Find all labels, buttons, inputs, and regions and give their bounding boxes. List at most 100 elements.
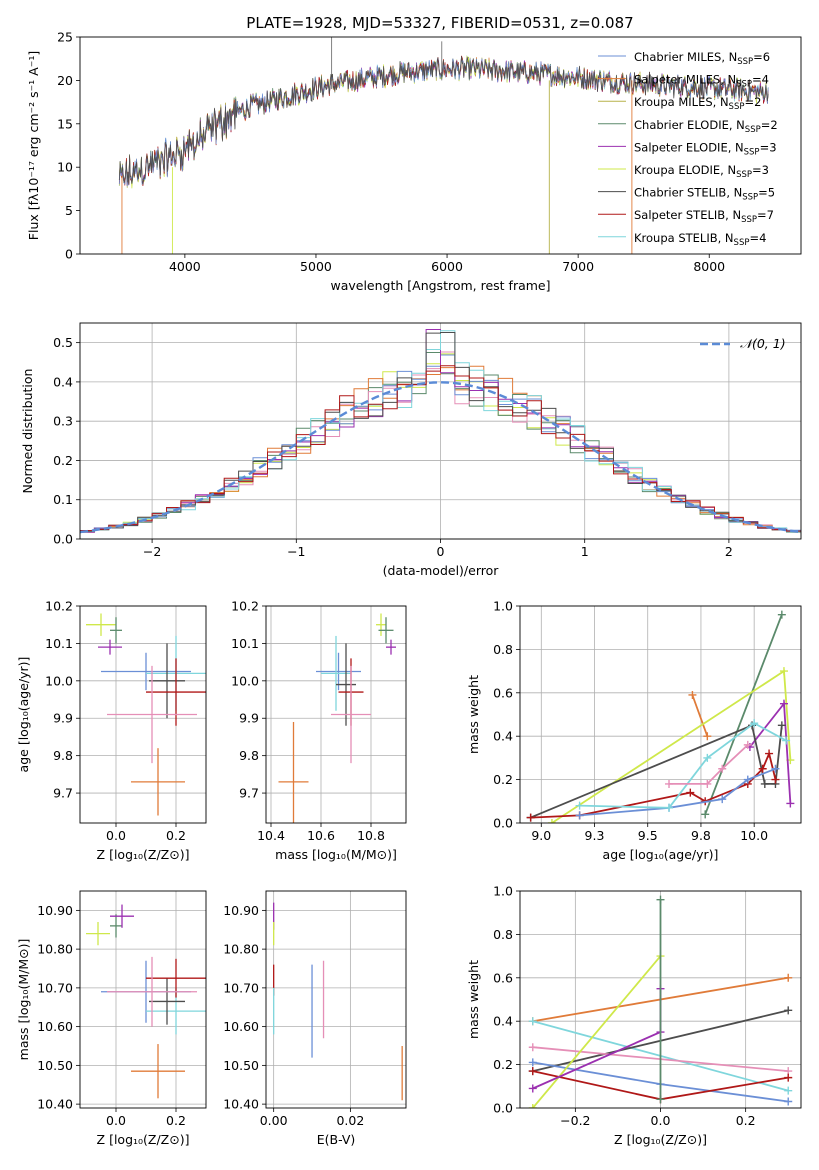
age-vs-mass-plot: 10.4 10.6 10.8 9.7 9.8 9.9 10.0 10.1 10.2 mass [l…: [231, 599, 407, 862]
mass-weight-marker: [784, 1097, 793, 1106]
legend-label-main: Salpeter STELIB, N: [634, 208, 741, 222]
y-tick-label: 10.0: [45, 673, 73, 688]
mass-weight-marker: [786, 799, 795, 808]
x-tick-label: 10.4: [257, 828, 285, 843]
y-tick-label: 1.0: [493, 599, 513, 614]
mass-weight-marker: [743, 740, 752, 749]
legend-label-sub: SSP: [745, 125, 761, 135]
histogram-step: [80, 332, 801, 534]
y-axis-label: age [log₁₀(age/yr)]: [16, 657, 31, 773]
y-tick-label: 0.6: [493, 970, 513, 985]
y-tick-label: 0.6: [493, 685, 513, 700]
y-tick-label: 0.0: [493, 1101, 513, 1116]
x-axis-label: (data-model)/error: [383, 563, 500, 578]
y-axis-label: mass weight: [466, 675, 481, 754]
legend-label: Chabrier STELIB, NSSP=5: [634, 186, 775, 203]
mass-weight-marker: [703, 779, 712, 788]
mass-weight-marker: [656, 895, 665, 904]
plot-area: [80, 329, 801, 535]
mass-weight-line: [551, 669, 792, 823]
y-tick-label: 25: [57, 30, 73, 45]
mass-weight-marker: [779, 667, 788, 676]
y-tick-label: 10: [57, 160, 73, 175]
y-tick-label: 10.1: [45, 636, 73, 651]
y-tick-label: 10.80: [37, 942, 73, 957]
mass-weight-marker: [528, 1104, 537, 1108]
legend-label-sub: SSP: [736, 80, 752, 90]
x-tick-label: 0.2: [166, 1113, 186, 1128]
x-axis-label: Z [log₁₀(Z/Z⊙)]: [97, 1132, 190, 1147]
mass-weight-vs-metallicity-plot: −0.2 0.0 0.2 0.0 0.2 0.4 0.6 0.8 1.0 Z [log₁₀(Z/Z…: [466, 884, 802, 1147]
mass-weight-marker: [656, 1095, 665, 1104]
x-tick-label: 9.0: [531, 828, 551, 843]
y-tick-label: 9.9: [53, 711, 73, 726]
y-tick-label: 10.60: [37, 1019, 73, 1034]
legend-label: Kroupa MILES, NSSP=2: [634, 95, 761, 112]
y-tick-label: 9.9: [239, 711, 259, 726]
legend-label-main: Chabrier MILES, N: [634, 50, 737, 64]
plot-area: [273, 902, 403, 1101]
mass-weight-marker: [528, 1067, 537, 1076]
mass-weight-marker: [701, 810, 710, 819]
y-axis-label: mass weight: [466, 960, 481, 1039]
y-tick-label: 0.0: [53, 532, 73, 547]
mass-weight-marker: [686, 788, 695, 797]
x-axis-label: Z [log₁₀(Z/Z⊙)]: [614, 1132, 707, 1147]
x-axis-label: age [log₁₀(age/yr)]: [603, 847, 719, 862]
mass-weight-marker: [784, 1006, 793, 1015]
y-tick-label: 0.4: [53, 374, 73, 389]
x-tick-label: 0.0: [106, 828, 126, 843]
y-axis-label: Flux [fλ10⁻¹⁷ erg cm⁻² s⁻¹ A⁻¹]: [26, 51, 41, 240]
y-tick-label: 0: [65, 247, 73, 262]
legend-label: Chabrier MILES, NSSP=6: [634, 50, 770, 67]
mass-weight-marker: [758, 764, 767, 773]
y-tick-label: 1.0: [493, 884, 513, 899]
x-tick-label: 8000: [693, 259, 725, 274]
mass-weight-marker: [784, 973, 793, 982]
mass-weight-marker: [575, 811, 584, 820]
mass-weight-marker: [528, 1058, 537, 1067]
spectrum-line: [118, 56, 769, 185]
legend-label-sub: SSP: [741, 215, 757, 225]
y-tick-label: 10.60: [223, 1019, 259, 1034]
legend-label-main: Kroupa STELIB, N: [634, 231, 734, 245]
legend-label-main: Chabrier ELODIE, N: [634, 118, 745, 132]
y-tick-label: 10.2: [45, 599, 73, 614]
axes-frame: [519, 605, 802, 824]
x-tick-label: 10.8: [357, 828, 385, 843]
x-tick-label: −2: [143, 544, 161, 559]
mass-weight-marker: [718, 795, 727, 804]
legend-label-main: Kroupa ELODIE, N: [634, 163, 736, 177]
y-tick-label: 0.4: [493, 729, 513, 744]
age-vs-metallicity-plot: 0.0 0.2 9.7 9.8 9.9 10.0 10.1 10.2 Z [log₁₀(Z/Z⊙…: [16, 599, 207, 862]
y-tick-label: 0.8: [493, 927, 513, 942]
y-axis-label: mass [log₁₀(M/M⊙)]: [16, 939, 31, 1061]
x-tick-label: 0.0: [651, 1113, 671, 1128]
axes-frame: [265, 890, 407, 1109]
legend-label-tail: =4: [749, 231, 766, 245]
mass-weight-line: [691, 694, 709, 737]
legend-label-tail: =3: [752, 163, 769, 177]
legend-label-main: Salpeter MILES, N: [634, 73, 736, 87]
mass-weight-marker: [784, 1073, 793, 1082]
y-tick-label: 5: [65, 203, 73, 218]
legend-label-tail: =5: [758, 186, 775, 200]
mass-weight-marker: [547, 819, 556, 823]
legend-label-tail: =3: [760, 140, 777, 154]
x-tick-label: 0.2: [736, 1113, 756, 1128]
mass-weight-line: [704, 614, 783, 815]
legend-label: Salpeter ELODIE, NSSP=3: [634, 140, 777, 157]
gaussian-curve: [80, 381, 801, 534]
legend-label: Chabrier ELODIE, NSSP=2: [634, 118, 778, 135]
mass-weight-marker: [782, 736, 791, 745]
x-tick-label: 9.5: [638, 828, 658, 843]
axes-frame: [265, 605, 407, 824]
legend-label-sub: SSP: [742, 193, 758, 203]
mass-weight-line: [579, 767, 776, 817]
mass-weight-marker: [765, 749, 774, 758]
x-tick-label: 1: [581, 544, 589, 559]
y-tick-label: 10.1: [231, 636, 259, 651]
y-tick-label: 0.2: [493, 772, 513, 787]
plot-area: [528, 895, 793, 1108]
x-tick-label: 4000: [169, 259, 201, 274]
